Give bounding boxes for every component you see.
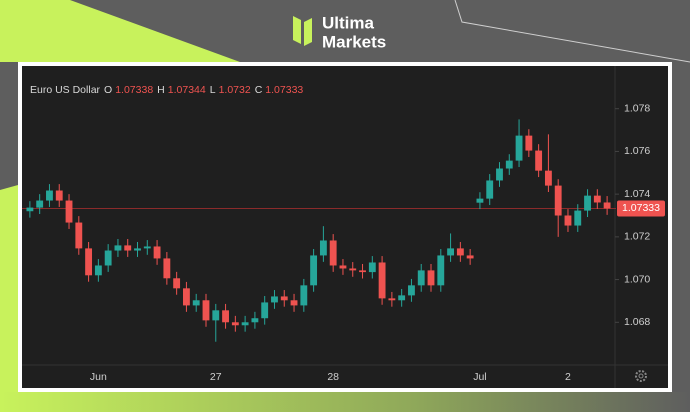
candle-body <box>173 278 181 289</box>
legend-value: 1.07338 <box>115 84 153 96</box>
candle-body <box>593 195 601 203</box>
candle-body <box>222 310 229 323</box>
candle-body <box>359 270 366 273</box>
candle-body <box>417 270 425 286</box>
deco-line <box>454 0 690 63</box>
gear-hub <box>638 373 644 379</box>
y-tick-label: 1.074 <box>624 188 650 200</box>
x-tick-label: 27 <box>210 371 222 383</box>
logo: Ultima Markets <box>293 13 386 51</box>
legend-value: 1.07333 <box>265 84 303 96</box>
candle-body <box>183 288 190 306</box>
candle-body <box>212 310 220 321</box>
candle-body <box>319 240 327 256</box>
candle-body <box>544 170 552 186</box>
accent-bottom <box>0 392 690 412</box>
last-price-label: 1.07333 <box>622 202 660 214</box>
chart-area <box>22 66 668 388</box>
y-tick-label: 1.078 <box>624 102 650 114</box>
candle-body <box>398 295 406 301</box>
x-tick-label: 2 <box>565 371 571 383</box>
candle-body <box>192 300 200 306</box>
candle-body <box>466 255 474 259</box>
x-tick-label: Jun <box>90 371 107 383</box>
candle-body <box>368 262 376 273</box>
last-price-tag <box>617 200 665 217</box>
candle-body <box>603 202 611 209</box>
candle-body <box>427 270 435 286</box>
candle-body <box>94 265 102 276</box>
x-tick-label: 28 <box>327 371 339 383</box>
candle-body <box>329 240 337 266</box>
candle-body <box>231 322 239 326</box>
candle-body <box>143 246 151 249</box>
candle-body <box>535 150 543 171</box>
candle-body <box>36 200 44 208</box>
legend-key: H <box>157 84 165 96</box>
candle-body <box>310 255 318 286</box>
candle-body <box>65 200 73 223</box>
candle-body <box>378 262 386 299</box>
legend-name: Euro US Dollar <box>30 84 101 96</box>
candle-body <box>241 322 249 326</box>
candle-body <box>525 135 533 151</box>
candle-body <box>26 207 34 212</box>
legend-value: 1.0732 <box>219 84 251 96</box>
brand-line: Ultima <box>322 13 375 32</box>
candle-body <box>447 248 454 256</box>
legend-value: 1.07344 <box>168 84 206 96</box>
candle-body <box>456 248 464 256</box>
candle-body <box>290 300 298 306</box>
candle-body <box>339 265 347 269</box>
candle-body <box>496 168 503 181</box>
candle-body <box>163 258 171 279</box>
gear <box>635 370 647 382</box>
y-tick-label: 1.072 <box>624 231 650 243</box>
candle-body <box>114 245 122 251</box>
candle-body <box>271 296 278 303</box>
candle-body <box>564 215 572 226</box>
candle-body <box>251 318 259 323</box>
candle-body <box>261 302 269 319</box>
candle-body <box>408 285 415 296</box>
legend-key: O <box>104 84 112 96</box>
candle-body <box>55 190 63 201</box>
candle-body <box>280 296 288 301</box>
candle-body <box>584 195 591 211</box>
candle-body <box>515 135 523 161</box>
legend: Euro US Dollar O 1.07338 H 1.07344 L 1.0732 C 1.… <box>30 84 303 96</box>
legend-key: L <box>210 84 216 96</box>
candle-body <box>75 222 83 249</box>
settings-icon[interactable] <box>635 370 647 382</box>
candle-body <box>574 210 582 226</box>
candle-body <box>505 160 513 169</box>
candle-body <box>437 255 445 286</box>
logo-mark <box>304 18 312 46</box>
candle-body <box>554 185 562 216</box>
brand-line: Markets <box>322 32 386 51</box>
candle-body <box>153 246 161 259</box>
accent-left <box>0 185 18 412</box>
candle-body <box>134 248 141 251</box>
candle-body <box>476 198 484 203</box>
candle-body <box>349 268 357 271</box>
candle-body <box>46 190 53 201</box>
y-tick-label: 1.068 <box>624 316 650 328</box>
candle-body <box>202 300 210 321</box>
candle-body <box>104 250 112 266</box>
y-tick-label: 1.070 <box>624 273 650 285</box>
accent-top <box>0 0 240 62</box>
candle-body <box>124 245 132 251</box>
candle-body <box>388 298 396 301</box>
candle-body <box>486 180 494 199</box>
legend-key: C <box>255 84 263 96</box>
logo-mark <box>293 16 301 44</box>
x-tick-label: Jul <box>473 371 486 383</box>
y-tick-label: 1.076 <box>624 145 650 157</box>
candle-body <box>85 248 93 276</box>
candle-body <box>300 285 308 306</box>
